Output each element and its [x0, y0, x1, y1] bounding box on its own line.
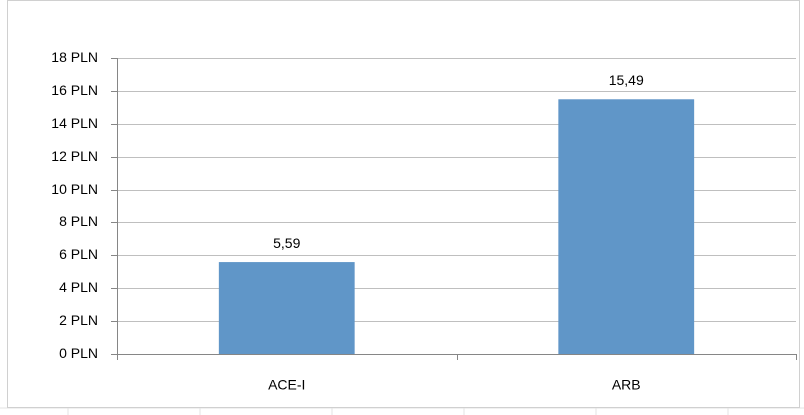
data-label: 5,59 [273, 235, 300, 251]
data-label: 15,49 [609, 72, 644, 88]
y-tick-label: 14 PLN [51, 115, 98, 131]
bar [218, 262, 355, 354]
x-tick-label: ACE-I [268, 377, 305, 393]
y-tick-label: 10 PLN [51, 181, 98, 197]
y-tick-label: 8 PLN [59, 213, 98, 229]
y-tick-label: 18 PLN [51, 49, 98, 65]
x-tick-label: ARB [612, 377, 641, 393]
sheet-background [0, 407, 804, 415]
y-tick-label: 4 PLN [59, 279, 98, 295]
y-tick-label: 12 PLN [51, 148, 98, 164]
bar [558, 99, 695, 354]
y-tick-label: 0 PLN [59, 345, 98, 361]
y-tick-label: 6 PLN [59, 246, 98, 262]
y-tick-label: 16 PLN [51, 82, 98, 98]
y-tick-label: 2 PLN [59, 312, 98, 328]
